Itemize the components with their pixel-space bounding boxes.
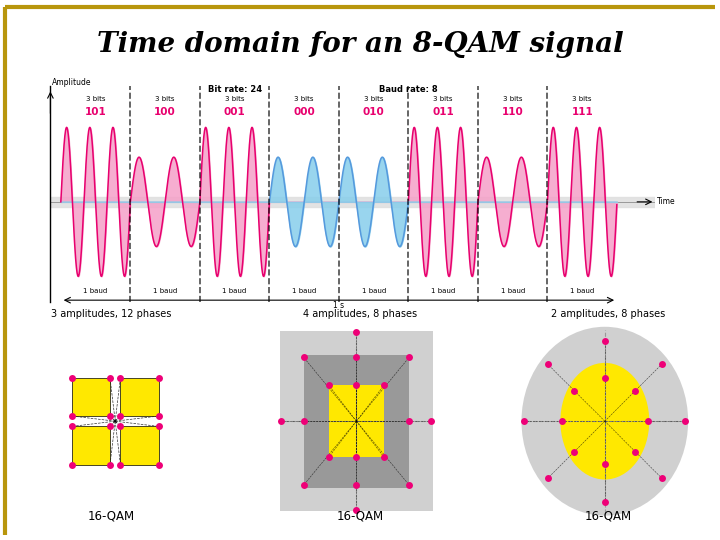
Bar (72, 427, 110, 464)
Text: 111: 111 (572, 107, 593, 117)
Text: 1 baud: 1 baud (570, 288, 594, 294)
Text: 16-QAM: 16-QAM (585, 509, 632, 523)
Text: 3 amplitudes, 12 phases: 3 amplitudes, 12 phases (51, 308, 172, 319)
Bar (50, 197, 655, 207)
Bar (120, 378, 158, 416)
Text: 000: 000 (293, 107, 315, 117)
Text: 3 bits: 3 bits (364, 96, 384, 102)
Ellipse shape (560, 363, 649, 480)
Text: 3 bits: 3 bits (503, 96, 523, 102)
Text: Time domain for an 8-QAM signal: Time domain for an 8-QAM signal (96, 31, 624, 58)
Text: 010: 010 (363, 107, 384, 117)
Text: 1 baud: 1 baud (222, 288, 247, 294)
Text: 1 baud: 1 baud (500, 288, 525, 294)
Text: 1 baud: 1 baud (84, 288, 108, 294)
Text: 2 amplitudes, 8 phases: 2 amplitudes, 8 phases (552, 308, 665, 319)
Bar (328, 385, 384, 457)
Text: 3 bits: 3 bits (225, 96, 244, 102)
Text: 1 s: 1 s (333, 301, 344, 309)
Text: 3 bits: 3 bits (433, 96, 453, 102)
Text: 1 baud: 1 baud (361, 288, 386, 294)
Bar (72, 378, 110, 416)
Text: 1 baud: 1 baud (153, 288, 177, 294)
Bar (304, 355, 409, 488)
Text: Bit rate: 24: Bit rate: 24 (207, 85, 261, 93)
Text: Time: Time (657, 197, 676, 206)
Text: 4 amplitudes, 8 phases: 4 amplitudes, 8 phases (303, 308, 417, 319)
Text: 1 baud: 1 baud (292, 288, 316, 294)
Text: 3 bits: 3 bits (86, 96, 105, 102)
Text: 16-QAM: 16-QAM (336, 509, 384, 523)
Text: 100: 100 (154, 107, 176, 117)
Text: 1 baud: 1 baud (431, 288, 455, 294)
Text: 3 bits: 3 bits (156, 96, 175, 102)
Text: 101: 101 (85, 107, 107, 117)
Bar (120, 427, 158, 464)
Text: Amplitude: Amplitude (52, 78, 91, 87)
Ellipse shape (521, 327, 688, 516)
Text: 110: 110 (502, 107, 523, 117)
Text: 001: 001 (224, 107, 246, 117)
Text: 3 bits: 3 bits (572, 96, 592, 102)
Text: 16-QAM: 16-QAM (88, 509, 135, 523)
Text: 011: 011 (432, 107, 454, 117)
Text: 3 bits: 3 bits (294, 96, 314, 102)
Text: Baud rate: 8: Baud rate: 8 (379, 85, 438, 93)
